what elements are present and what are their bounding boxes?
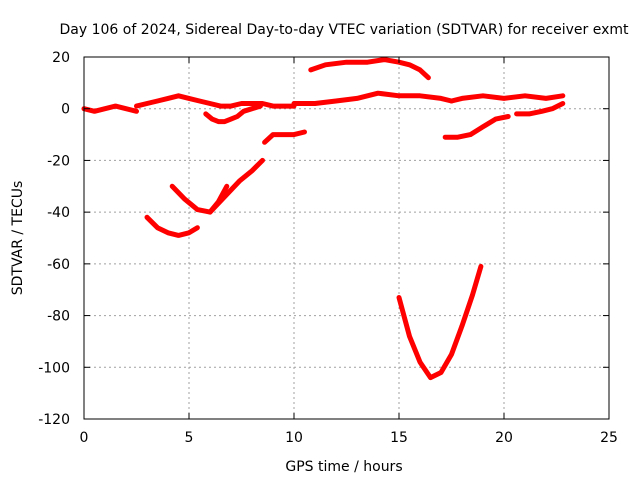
x-tick-label: 25	[600, 430, 618, 446]
y-tick-label: 20	[52, 50, 70, 66]
chart-title: Day 106 of 2024, Sidereal Day-to-day VTE…	[60, 22, 630, 38]
x-tick-label: 5	[185, 430, 194, 446]
series-line-3	[203, 103, 263, 125]
y-axis: 20 0 -20 -40 -60 -80 -100 -120	[38, 50, 609, 428]
series-line-10	[449, 93, 566, 104]
series-line-6	[207, 157, 265, 215]
series-group	[81, 57, 566, 381]
series-line-11	[396, 263, 484, 381]
y-axis-label: SDTVAR / TECUs	[10, 181, 26, 296]
plot-frame	[83, 56, 610, 420]
series-line-9	[291, 90, 454, 106]
x-tick-label: 10	[285, 430, 303, 446]
y-tick-label: -20	[47, 153, 70, 169]
series-line-12	[442, 114, 511, 140]
x-tick-label: 20	[495, 430, 513, 446]
series-line-4	[144, 214, 200, 238]
x-axis: 0 5 10 15 20 25	[80, 57, 618, 446]
y-tick-label: -100	[38, 360, 70, 376]
series-line-7	[262, 129, 307, 145]
x-tick-label: 0	[80, 430, 89, 446]
y-tick-label: -60	[47, 257, 70, 273]
y-tick-label: 0	[61, 102, 70, 118]
x-axis-label: GPS time / hours	[285, 459, 402, 475]
y-tick-label: -40	[47, 205, 70, 221]
y-tick-label: -120	[38, 412, 70, 428]
series-line-2	[134, 93, 297, 109]
series-line-1	[81, 103, 139, 114]
series-line-8	[308, 57, 431, 81]
series-line-13	[514, 101, 566, 117]
y-tick-label: -80	[47, 309, 70, 325]
x-tick-label: 15	[390, 430, 408, 446]
